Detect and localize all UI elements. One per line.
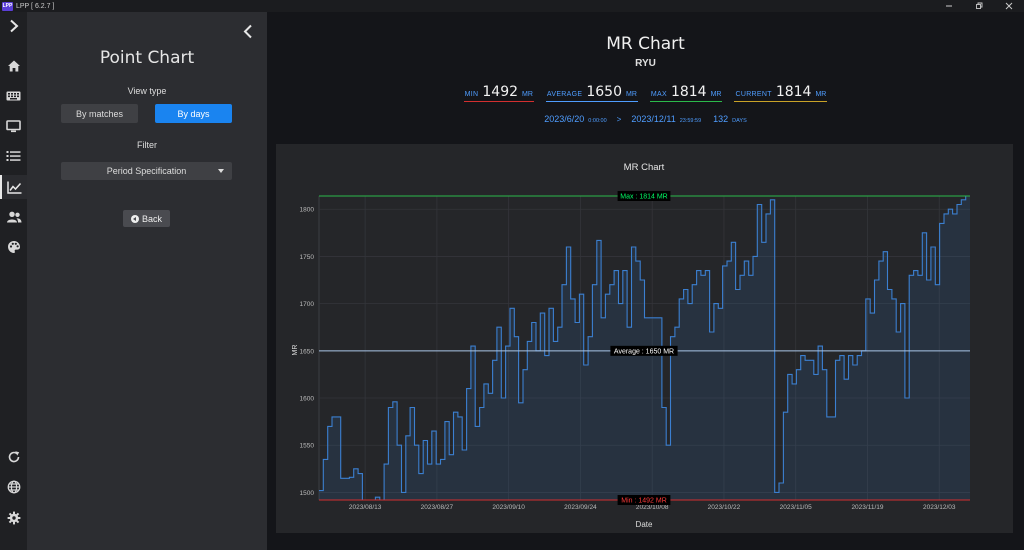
monitor-icon[interactable]	[0, 114, 27, 138]
stat-current-label: CURRENT	[735, 91, 772, 98]
stat-average-value: 1650	[586, 84, 622, 100]
title-bar: LPP LPP [ 6.2.7 ]	[0, 0, 1024, 12]
x-tick-label: 2023/09/24	[564, 504, 597, 511]
x-tick-label: 2023/10/22	[708, 504, 741, 511]
max-label-box	[617, 191, 671, 201]
stats-row: MIN 1492 MR AVERAGE 1650 MR MAX 1814 MR …	[267, 84, 1024, 102]
point-chart-panel: Point Chart View type By matches By days…	[27, 12, 267, 550]
stat-current: CURRENT 1814 MR	[734, 84, 828, 102]
stat-min-unit: MR	[522, 91, 533, 98]
stat-min: MIN 1492 MR	[463, 84, 534, 102]
window-title: LPP [ 6.2.7 ]	[16, 2, 55, 10]
mr-line-chart: MR Chart 1500 1550 1600 1650 1700 1750 1800 20…	[292, 162, 970, 529]
mr-chart-card: MR Chart 1500 1550 1600 1650 1700 1750 1800 20…	[276, 144, 1013, 533]
x-tick-label: 2023/09/10	[492, 504, 525, 511]
circle-arrow-left-icon	[130, 214, 139, 223]
restore-icon[interactable]	[964, 0, 994, 12]
by-days-button[interactable]: By days	[155, 104, 232, 123]
by-matches-button[interactable]: By matches	[61, 104, 138, 123]
page-title: MR Chart	[606, 34, 685, 54]
range-start-time: 0:00:00	[588, 118, 607, 124]
stat-max: MAX 1814 MR	[649, 84, 723, 102]
range-days-unit: DAYS	[732, 118, 747, 124]
keyboard-icon[interactable]	[0, 84, 27, 108]
palette-icon[interactable]	[0, 235, 27, 259]
stat-average: AVERAGE 1650 MR	[545, 84, 638, 102]
x-tick-label: 2023/10/08	[636, 504, 669, 511]
y-tick-label: 1600	[300, 396, 315, 403]
chart-title: MR Chart	[624, 162, 665, 173]
x-tick-label: 2023/08/13	[349, 504, 382, 511]
y-tick-label: 1550	[300, 443, 315, 450]
refresh-icon[interactable]	[0, 445, 27, 469]
x-tick-label: 2023/08/27	[421, 504, 454, 511]
stat-average-unit: MR	[625, 91, 637, 98]
range-days: 132	[713, 114, 729, 124]
stat-min-value: 1492	[482, 84, 519, 100]
range-arrow: >	[616, 115, 622, 124]
x-tick-label: 2023/12/03	[923, 504, 956, 511]
y-tick-label: 1650	[300, 348, 315, 355]
max-annotation-label: Max : 1814 MR	[620, 194, 667, 201]
collapse-panel-icon[interactable]	[240, 22, 256, 40]
y-tick-label: 1800	[300, 207, 315, 214]
minimize-icon[interactable]	[934, 0, 964, 12]
icon-sidebar	[0, 12, 27, 550]
stat-current-unit: MR	[815, 91, 827, 98]
panel-title: Point Chart	[99, 48, 195, 68]
x-tick-label: 2023/11/19	[851, 504, 883, 511]
stat-min-label: MIN	[464, 91, 479, 98]
view-type-label: View type	[127, 86, 167, 96]
stat-max-value: 1814	[670, 84, 707, 100]
character-name: RYU	[635, 58, 656, 69]
back-button[interactable]: Back	[123, 210, 170, 227]
users-icon[interactable]	[0, 205, 27, 229]
filter-select-value: Period Specification	[106, 166, 187, 176]
y-axis-label: MR	[292, 345, 299, 356]
range-end-time: 23:59:59	[679, 118, 702, 124]
min-label-box	[617, 495, 671, 505]
filter-label: Filter	[137, 140, 157, 150]
filter-select[interactable]: Period Specification	[61, 162, 232, 180]
globe-icon[interactable]	[0, 475, 27, 499]
app-logo: LPP	[2, 1, 13, 11]
line-chart-icon[interactable]	[0, 175, 27, 199]
stat-current-value: 1814	[775, 84, 812, 100]
y-tick-label: 1500	[300, 490, 315, 497]
window-controls	[934, 0, 1024, 12]
x-tick-label: 2023/11/05	[780, 504, 812, 511]
x-axis-label: Date	[636, 520, 653, 529]
range-end-date: 2023/12/11	[631, 114, 676, 124]
min-annotation-label: Min : 1492 MR	[621, 498, 667, 505]
y-tick-label: 1750	[300, 254, 315, 261]
average-annotation-label: Average : 1650 MR	[614, 348, 674, 355]
gear-icon[interactable]	[0, 506, 27, 530]
back-button-label: Back	[141, 213, 162, 224]
list-icon[interactable]	[0, 144, 27, 168]
close-icon[interactable]	[994, 0, 1024, 12]
y-tick-label: 1700	[300, 301, 315, 308]
range-start-date: 2023/6/20	[544, 114, 585, 124]
chevron-right-icon[interactable]	[0, 14, 27, 38]
main-content: MR Chart RYU MIN 1492 MR AVERAGE 1650 MR…	[267, 12, 1024, 533]
stat-max-unit: MR	[710, 91, 722, 98]
status-strip	[267, 533, 1024, 550]
caret-down-icon	[218, 169, 224, 173]
stat-max-label: MAX	[650, 91, 667, 98]
date-range: 2023/6/20 0:00:00 > 2023/12/11 23:59:59 …	[267, 114, 1024, 124]
stat-average-label: AVERAGE	[546, 91, 583, 98]
home-icon[interactable]	[0, 54, 27, 78]
average-label-box	[610, 345, 678, 356]
